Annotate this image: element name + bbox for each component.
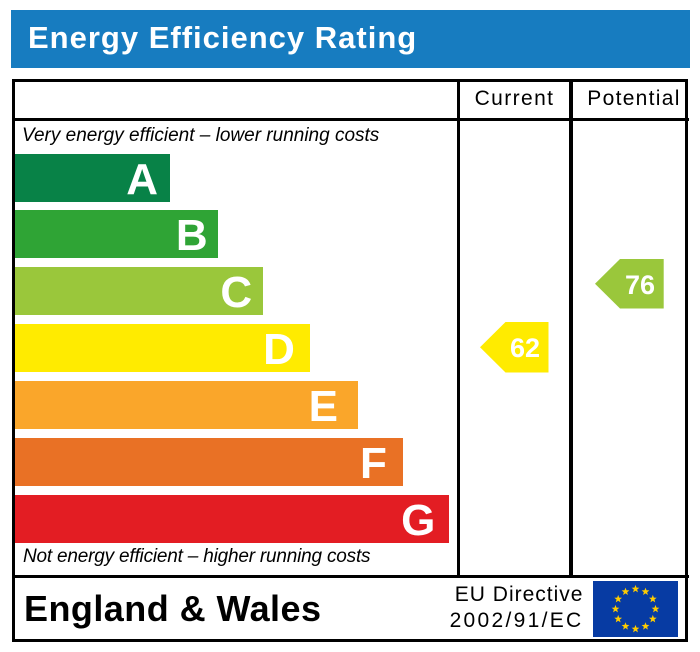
svg-text:62: 62 [510,333,540,363]
svg-text:76: 76 [625,270,655,300]
